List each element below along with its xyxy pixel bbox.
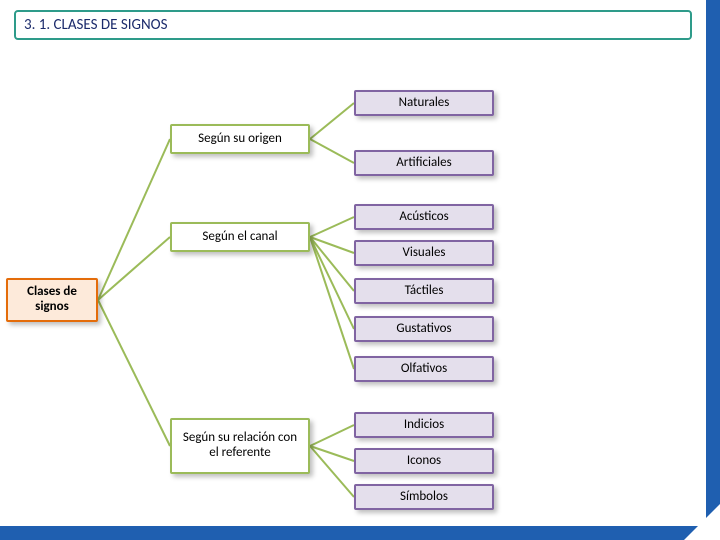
- category-node: Según su origen: [170, 124, 310, 154]
- leaf-label: Símbolos: [400, 490, 448, 505]
- category-label: Según su origen: [198, 132, 282, 147]
- leaf-node: Gustativos: [354, 316, 494, 342]
- root-node: Clases de signos: [6, 278, 98, 322]
- leaf-node: Indicios: [354, 412, 494, 438]
- root-label: Clases de signos: [14, 285, 90, 315]
- title-text: 3. 1. CLASES DE SIGNOS: [24, 16, 167, 34]
- leaf-node: Símbolos: [354, 484, 494, 510]
- leaf-node: Artificiales: [354, 150, 494, 176]
- leaf-node: Olfativos: [354, 356, 494, 382]
- leaf-label: Visuales: [402, 246, 445, 261]
- connector-lines: [0, 0, 706, 526]
- leaf-label: Artificiales: [396, 156, 451, 171]
- leaf-label: Gustativos: [396, 322, 451, 337]
- leaf-label: Naturales: [399, 96, 450, 111]
- leaf-node: Iconos: [354, 448, 494, 474]
- leaf-label: Acústicos: [399, 210, 448, 225]
- category-node: Según su relación con el referente: [170, 418, 310, 474]
- leaf-label: Iconos: [407, 454, 441, 469]
- category-label: Según su relación con el referente: [178, 431, 302, 461]
- leaf-label: Indicios: [404, 418, 444, 433]
- leaf-node: Acústicos: [354, 204, 494, 230]
- category-label: Según el canal: [202, 230, 277, 245]
- page-title: 3. 1. CLASES DE SIGNOS: [14, 10, 692, 40]
- corner-fold: [684, 504, 720, 540]
- category-node: Según el canal: [170, 222, 310, 252]
- leaf-label: Olfativos: [401, 362, 447, 377]
- leaf-label: Táctiles: [405, 284, 444, 299]
- leaf-node: Naturales: [354, 90, 494, 116]
- leaf-node: Visuales: [354, 240, 494, 266]
- leaf-node: Táctiles: [354, 278, 494, 304]
